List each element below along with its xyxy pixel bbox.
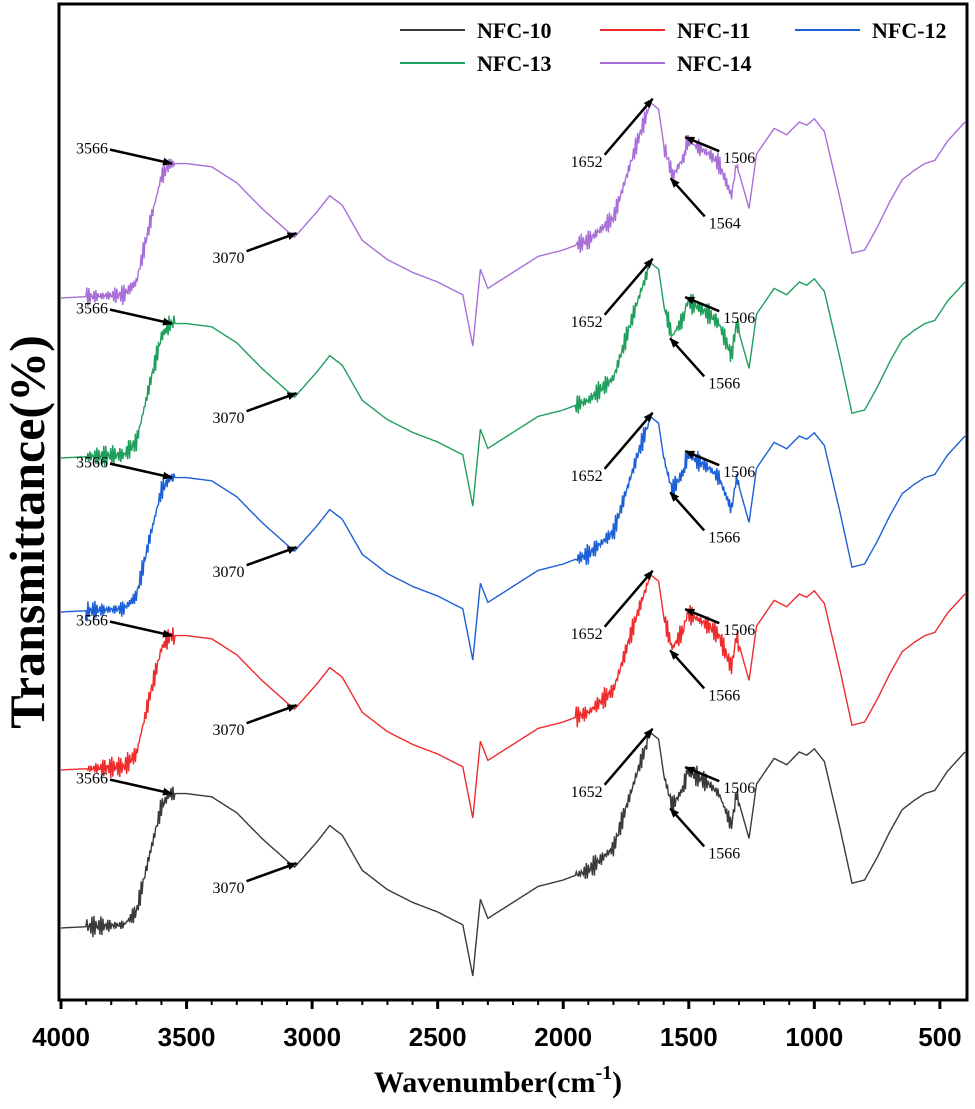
legend-entry: NFC-10 xyxy=(477,18,552,43)
legend-entry: NFC-11 xyxy=(677,18,750,43)
peak-label: 3070 xyxy=(213,410,245,427)
peak-arrow xyxy=(246,232,298,253)
peak-label: 3566 xyxy=(76,301,108,318)
peak-label: 1506 xyxy=(723,622,755,639)
series-line-nfc-13 xyxy=(60,261,966,507)
peak-arrow xyxy=(109,778,173,796)
peak-label: 3566 xyxy=(76,613,108,630)
peak-label: 1506 xyxy=(723,780,755,797)
x-tick-label: 3500 xyxy=(158,1022,216,1052)
peak-arrow xyxy=(669,491,706,532)
series-line-nfc-10 xyxy=(60,731,966,977)
peak-label: 1506 xyxy=(723,150,755,167)
x-axis-label-superscript: -1 xyxy=(595,1062,612,1084)
peak-label: 3566 xyxy=(76,141,108,158)
peak-label: 3070 xyxy=(213,250,245,267)
plot-frame xyxy=(57,2,969,1002)
peak-arrow xyxy=(684,296,720,313)
x-axis-label-close: ) xyxy=(612,1066,622,1099)
peak-label: 1652 xyxy=(571,468,603,485)
peak-arrow xyxy=(603,257,654,316)
peak-arrow xyxy=(246,704,298,725)
peak-arrow xyxy=(109,308,173,326)
legend-entry: NFC-12 xyxy=(872,18,947,43)
series-line-nfc-11 xyxy=(60,573,966,819)
peak-arrow xyxy=(603,727,654,786)
peak-label: 1652 xyxy=(571,626,603,643)
peak-label: 3070 xyxy=(213,880,245,897)
peak-label: 3566 xyxy=(76,771,108,788)
series-line-nfc-14 xyxy=(60,101,966,347)
x-tick-label: 3000 xyxy=(283,1022,341,1052)
peak-arrow xyxy=(684,136,720,153)
x-tick-label: 1000 xyxy=(785,1022,843,1052)
peak-label: 1566 xyxy=(708,529,740,546)
x-tick-label: 2500 xyxy=(409,1022,467,1052)
peak-label: 1566 xyxy=(708,845,740,862)
peak-label: 1652 xyxy=(571,314,603,331)
x-axis-label-main: Wavenumber(cm xyxy=(374,1066,596,1099)
peak-label: 3566 xyxy=(76,455,108,472)
y-axis-label: Transmittance(%) xyxy=(0,335,55,728)
peak-arrow xyxy=(684,766,720,783)
peak-arrow xyxy=(669,177,706,218)
peak-label: 1652 xyxy=(571,154,603,171)
peak-arrow xyxy=(246,862,298,883)
x-tick-label: 500 xyxy=(918,1022,961,1052)
peak-label: 1566 xyxy=(708,687,740,704)
peak-arrow xyxy=(109,620,173,638)
peak-label: 1566 xyxy=(708,375,740,392)
legend-entry: NFC-14 xyxy=(677,51,752,76)
peak-arrow xyxy=(603,411,654,470)
series-line-nfc-12 xyxy=(60,415,966,661)
peak-arrow xyxy=(109,148,173,166)
peak-label: 1506 xyxy=(723,310,755,327)
legend-entry: NFC-13 xyxy=(477,51,552,76)
x-tick-label: 4000 xyxy=(32,1022,90,1052)
peak-arrow xyxy=(669,337,706,378)
peak-arrow xyxy=(109,462,173,480)
peak-arrow xyxy=(684,450,720,467)
x-tick-label: 1500 xyxy=(660,1022,718,1052)
peak-arrow xyxy=(246,546,298,567)
peak-label: 1564 xyxy=(709,215,741,232)
peak-arrow xyxy=(603,569,654,628)
peak-arrow xyxy=(684,608,720,625)
x-axis-ticks: 4000 3500 3000 2500 2000 1500 1000 500 xyxy=(32,1000,962,1052)
peak-arrow xyxy=(669,649,706,690)
peak-label: 1506 xyxy=(723,464,755,481)
x-axis-label: Wavenumber(cm-1) xyxy=(374,1062,622,1099)
legend: NFC-10 NFC-11 NFC-12 NFC-13 NFC-14 xyxy=(400,18,947,76)
x-tick-label: 2000 xyxy=(534,1022,592,1052)
peak-label: 3070 xyxy=(213,722,245,739)
series-layer xyxy=(60,101,966,977)
annotation-layer: 3566 3070 1652 1566 1506 3566 3070 1652 1566 1506… xyxy=(76,97,755,897)
peak-arrow xyxy=(246,392,298,413)
peak-arrow xyxy=(603,97,654,156)
peak-label: 1652 xyxy=(571,784,603,801)
peak-arrow xyxy=(669,807,706,848)
peak-label: 3070 xyxy=(213,564,245,581)
